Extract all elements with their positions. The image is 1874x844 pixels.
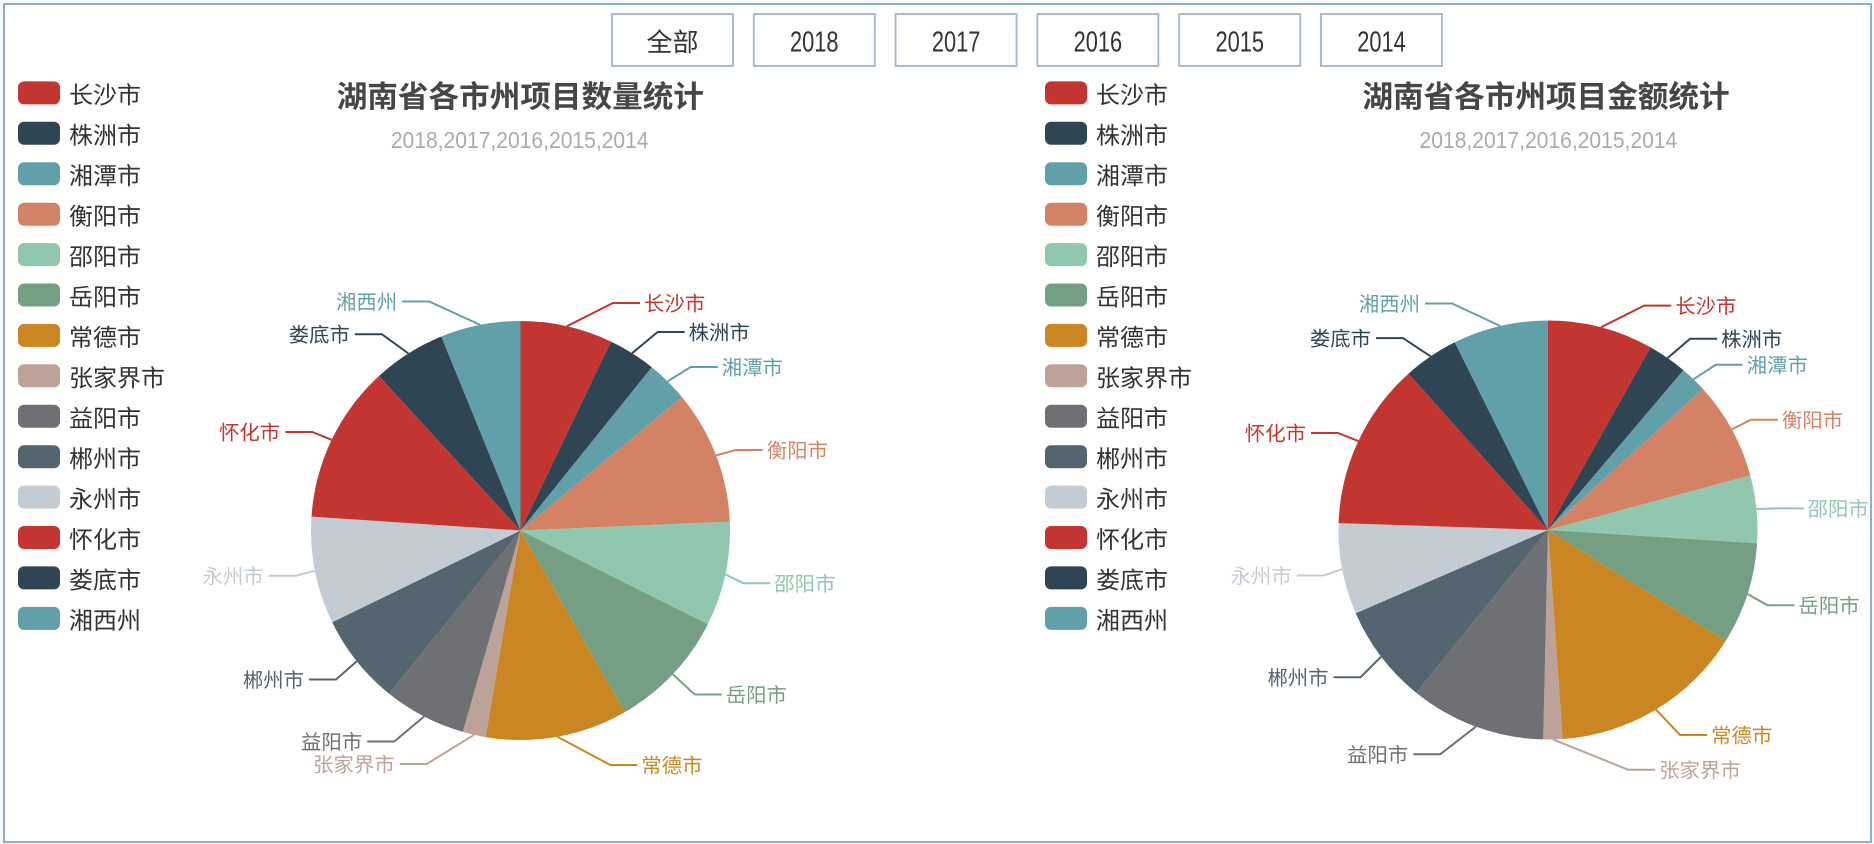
svg-text:2017: 2017 — [932, 27, 981, 59]
svg-text:2018,2017,2016,2015,2014: 2018,2017,2016,2015,2014 — [1420, 127, 1678, 153]
svg-text:2016: 2016 — [1074, 27, 1123, 59]
svg-text:2018,2017,2016,2015,2014: 2018,2017,2016,2015,2014 — [391, 127, 649, 153]
svg-text:2015: 2015 — [1215, 27, 1264, 59]
svg-text:2014: 2014 — [1357, 27, 1406, 59]
svg-text:2018: 2018 — [790, 27, 839, 59]
